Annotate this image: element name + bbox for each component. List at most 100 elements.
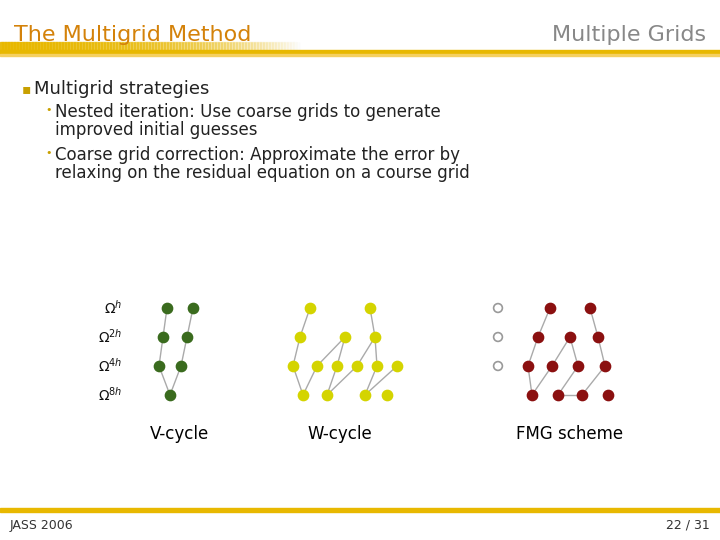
- Bar: [3, 42, 4, 50]
- Bar: [97, 42, 99, 50]
- Point: [339, 333, 351, 341]
- Bar: [205, 42, 207, 50]
- Bar: [36, 42, 37, 50]
- Bar: [71, 42, 72, 50]
- Bar: [240, 42, 241, 50]
- Bar: [201, 42, 202, 50]
- Text: FMG scheme: FMG scheme: [516, 425, 624, 443]
- Text: V-cycle: V-cycle: [150, 425, 210, 443]
- Bar: [177, 42, 179, 50]
- Bar: [237, 42, 238, 50]
- Bar: [267, 42, 269, 50]
- Bar: [117, 42, 119, 50]
- Bar: [4, 42, 6, 50]
- Bar: [58, 42, 60, 50]
- Point: [564, 333, 576, 341]
- Bar: [161, 42, 162, 50]
- Bar: [261, 42, 263, 50]
- Bar: [24, 42, 25, 50]
- Bar: [179, 42, 180, 50]
- Point: [359, 390, 371, 399]
- Bar: [183, 42, 184, 50]
- Bar: [76, 42, 78, 50]
- Text: JASS 2006: JASS 2006: [10, 518, 73, 531]
- Bar: [249, 42, 251, 50]
- Bar: [169, 42, 171, 50]
- Point: [492, 303, 504, 312]
- Bar: [299, 42, 300, 50]
- Bar: [0, 42, 1, 50]
- Bar: [40, 42, 42, 50]
- Bar: [181, 42, 183, 50]
- Bar: [125, 42, 126, 50]
- Bar: [87, 42, 89, 50]
- Bar: [289, 42, 291, 50]
- Bar: [231, 42, 233, 50]
- Bar: [246, 42, 248, 50]
- Bar: [127, 42, 129, 50]
- Point: [153, 362, 165, 370]
- Point: [492, 333, 504, 341]
- Bar: [19, 42, 21, 50]
- Bar: [273, 42, 274, 50]
- Bar: [238, 42, 240, 50]
- Bar: [191, 42, 192, 50]
- Point: [522, 362, 534, 370]
- Bar: [89, 42, 90, 50]
- Bar: [199, 42, 201, 50]
- Bar: [133, 42, 135, 50]
- Bar: [91, 42, 93, 50]
- Point: [311, 362, 323, 370]
- Bar: [144, 42, 145, 50]
- Bar: [259, 42, 261, 50]
- Bar: [284, 42, 285, 50]
- Bar: [153, 42, 155, 50]
- Bar: [65, 42, 66, 50]
- Text: $\Omega^h$: $\Omega^h$: [104, 299, 122, 317]
- Point: [546, 362, 558, 370]
- Bar: [99, 42, 101, 50]
- Bar: [109, 42, 111, 50]
- Bar: [266, 42, 267, 50]
- Bar: [93, 42, 94, 50]
- Bar: [60, 42, 61, 50]
- Bar: [69, 42, 71, 50]
- Bar: [292, 42, 294, 50]
- Bar: [227, 42, 228, 50]
- Bar: [256, 42, 258, 50]
- Bar: [96, 42, 97, 50]
- Bar: [17, 42, 18, 50]
- Bar: [22, 42, 24, 50]
- Point: [305, 303, 316, 312]
- Text: Multiple Grids: Multiple Grids: [552, 25, 706, 45]
- Bar: [42, 42, 43, 50]
- Bar: [53, 42, 54, 50]
- Bar: [72, 42, 73, 50]
- Bar: [1, 42, 3, 50]
- Bar: [120, 42, 122, 50]
- Bar: [126, 42, 127, 50]
- Point: [331, 362, 343, 370]
- Bar: [180, 42, 181, 50]
- Bar: [187, 42, 189, 50]
- Bar: [297, 42, 299, 50]
- Bar: [156, 42, 158, 50]
- Bar: [90, 42, 91, 50]
- Bar: [115, 42, 117, 50]
- Bar: [48, 42, 50, 50]
- Text: improved initial guesses: improved initial guesses: [55, 121, 258, 139]
- Point: [593, 333, 604, 341]
- Point: [364, 303, 376, 312]
- Bar: [68, 42, 69, 50]
- Bar: [51, 42, 53, 50]
- Bar: [66, 42, 68, 50]
- Bar: [78, 42, 79, 50]
- Bar: [37, 42, 39, 50]
- Point: [382, 390, 393, 399]
- Bar: [209, 42, 210, 50]
- Bar: [0, 508, 720, 512]
- Bar: [194, 42, 195, 50]
- Point: [532, 333, 544, 341]
- Point: [602, 390, 613, 399]
- Bar: [171, 42, 173, 50]
